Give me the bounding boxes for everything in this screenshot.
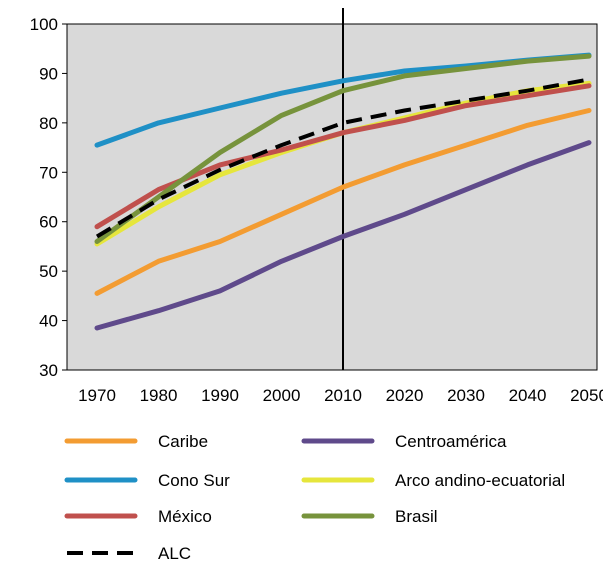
series-lines [94,52,592,331]
legend: Caribe Centroamérica Cono Sur Arco andino-e… [64,432,565,563]
x-tick-label: 1980 [140,386,178,405]
y-tick-label: 30 [39,361,58,380]
x-tick-label: 2020 [386,386,424,405]
x-axis: 1970 1980 1990 2000 2010 2020 2030 2040 2050 [78,386,603,405]
y-tick-label: 80 [39,114,58,133]
x-tick-label: 1970 [78,386,116,405]
y-tick-label: 100 [30,15,58,34]
legend-label: México [158,507,212,526]
x-tick-label: 2040 [509,386,547,405]
series-line-brasil [94,53,592,244]
x-tick-label: 2030 [447,386,485,405]
legend-label: Brasil [395,507,438,526]
series-line-alc [95,77,590,239]
legend-label: ALC [158,544,191,563]
legend-label: Cono Sur [158,471,230,490]
series-line-caribe [94,108,592,296]
y-tick-label: 50 [39,262,58,281]
x-tick-label: 1990 [201,386,239,405]
legend-label: Centroamérica [395,432,507,451]
y-axis: 30 40 50 60 70 80 90 100 [30,15,67,380]
y-tick-label: 40 [39,312,58,331]
y-tick-label: 70 [39,163,58,182]
y-tick-label: 90 [39,64,58,83]
x-tick-label: 2000 [263,386,301,405]
legend-label: Caribe [158,432,208,451]
x-tick-label: 2010 [324,386,362,405]
series-line-centroam-rica [94,140,592,331]
x-tick-label: 2050 [570,386,603,405]
y-tick-label: 60 [39,213,58,232]
legend-label: Arco andino-ecuatorial [395,471,565,490]
